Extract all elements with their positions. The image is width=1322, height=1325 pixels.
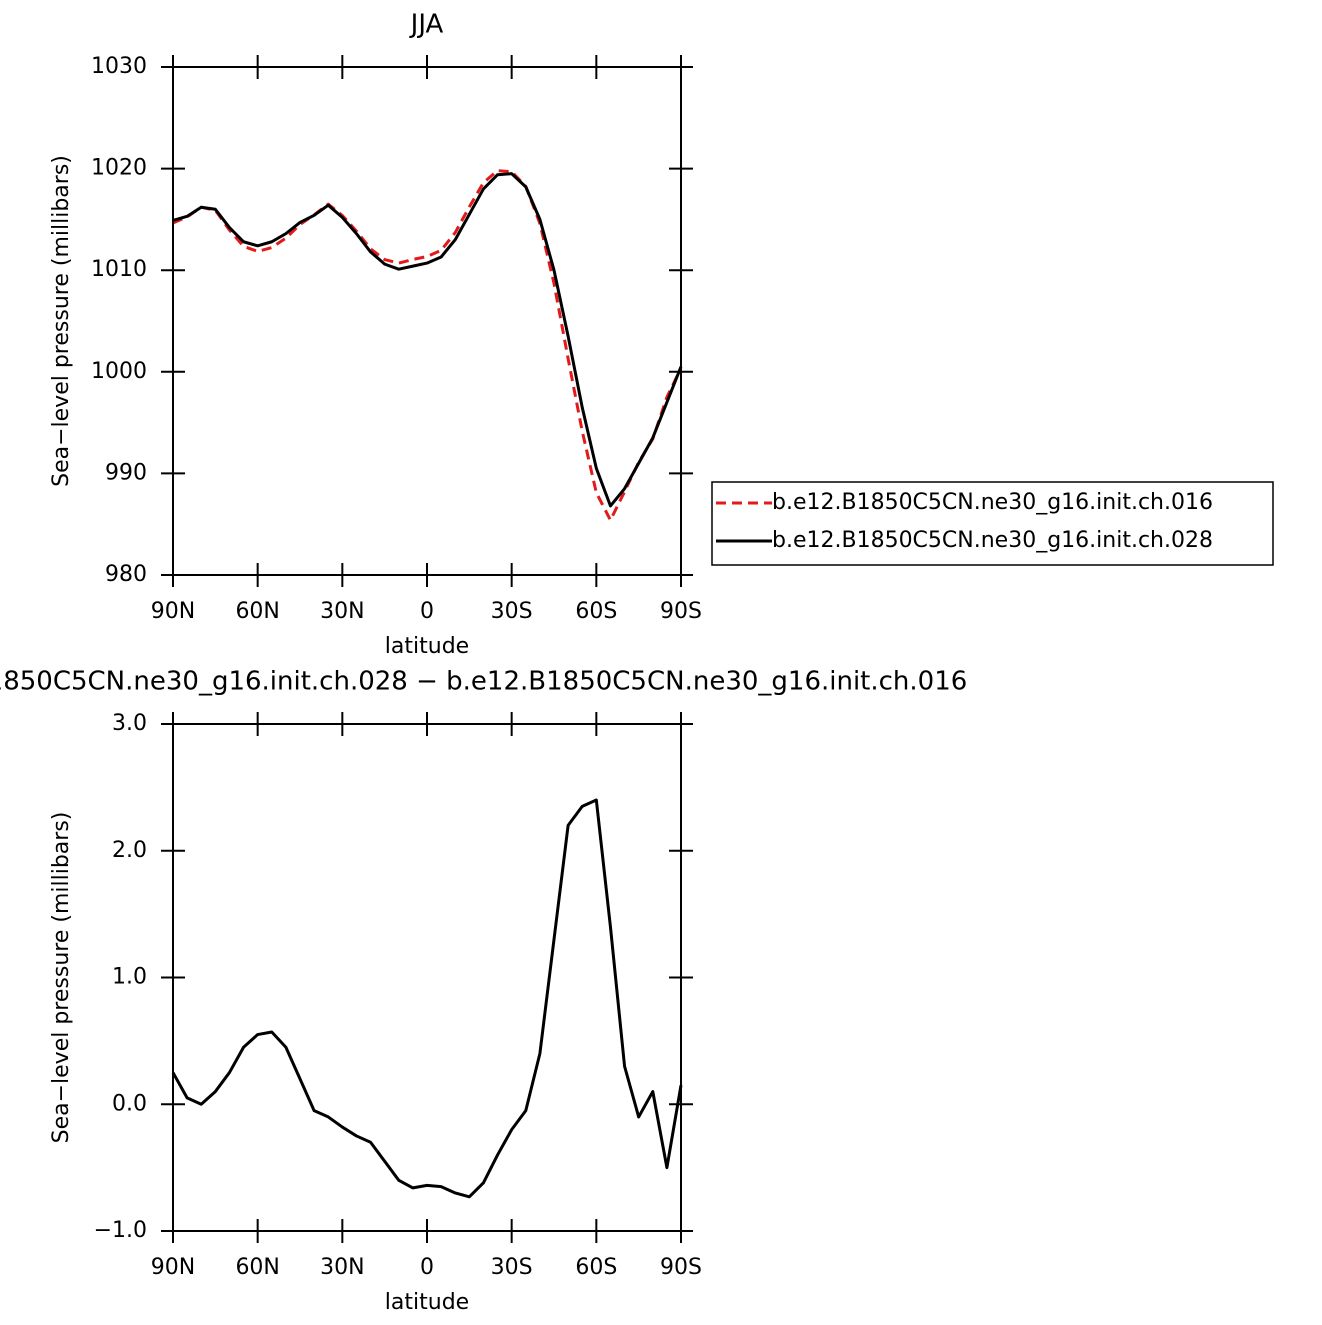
y-tick-label: 1.0 — [112, 965, 147, 990]
y-tick-label: 0.0 — [112, 1091, 147, 1116]
x-tick-label: 60S — [575, 1255, 617, 1280]
y-tick-label: 1000 — [91, 359, 147, 384]
data-line — [171, 798, 683, 1199]
x-tick-label: 0 — [420, 599, 434, 624]
x-tick-label: 90N — [151, 1255, 195, 1280]
y-axis-label: Sea−level pressure (millibars) — [49, 812, 74, 1144]
legend-label: b.e12.B1850C5CN.ne30_g16.init.ch.028 — [772, 528, 1213, 553]
chart-title: b.e12.B1850C5CN.ne30_g16.init.ch.028 − b… — [0, 667, 967, 697]
y-tick-label: 1010 — [91, 257, 147, 282]
data-line — [172, 172, 683, 508]
chart-title: JJA — [409, 10, 444, 40]
y-axis-label: Sea−level pressure (millibars) — [49, 155, 74, 487]
y-tick-label: 1030 — [91, 54, 147, 79]
x-tick-label: 0 — [420, 1255, 434, 1280]
y-tick-label: −1.0 — [94, 1218, 147, 1243]
x-tick-label: 90N — [151, 599, 195, 624]
x-tick-label: 90S — [660, 1255, 702, 1280]
plot-frame — [172, 66, 682, 576]
plot-frame — [172, 723, 682, 1232]
x-tick-label: 60S — [575, 599, 617, 624]
y-tick-label: 3.0 — [112, 711, 147, 736]
x-axis-label: latitude — [385, 634, 469, 659]
y-tick-label: 2.0 — [112, 838, 147, 863]
x-axis-label: latitude — [385, 1290, 469, 1315]
y-tick-label: 990 — [105, 460, 147, 485]
legend-label: b.e12.B1850C5CN.ne30_g16.init.ch.016 — [772, 490, 1213, 515]
y-tick-label: 1020 — [91, 156, 147, 181]
x-tick-label: 60N — [235, 599, 279, 624]
x-tick-label: 30S — [491, 599, 533, 624]
x-tick-label: 60N — [235, 1255, 279, 1280]
x-tick-label: 90S — [660, 599, 702, 624]
y-tick-label: 980 — [105, 562, 147, 587]
x-tick-label: 30N — [320, 1255, 364, 1280]
data-line — [172, 169, 683, 522]
legend-box — [711, 481, 1274, 566]
x-tick-label: 30N — [320, 599, 364, 624]
x-tick-label: 30S — [491, 1255, 533, 1280]
